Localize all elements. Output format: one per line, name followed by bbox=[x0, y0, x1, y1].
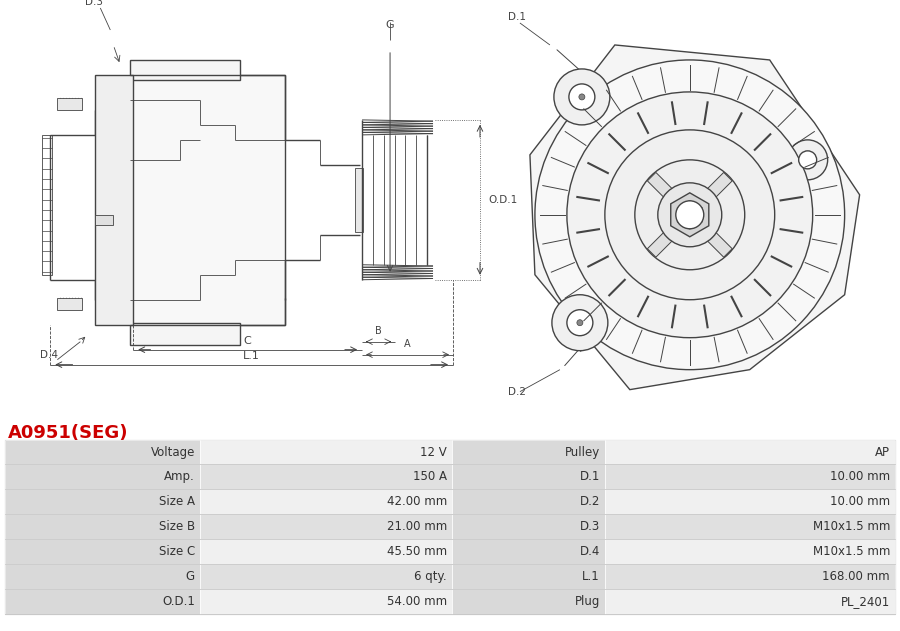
Bar bbox=[5, 514, 200, 540]
Text: A: A bbox=[404, 339, 411, 349]
Text: PL_2401: PL_2401 bbox=[841, 595, 890, 608]
Text: D.1: D.1 bbox=[508, 12, 526, 22]
Circle shape bbox=[552, 295, 608, 351]
Bar bbox=[452, 464, 605, 490]
Bar bbox=[605, 440, 895, 464]
Text: Size B: Size B bbox=[159, 521, 195, 533]
Bar bbox=[5, 440, 200, 464]
Bar bbox=[605, 514, 895, 540]
Bar bbox=[95, 75, 133, 325]
Bar bbox=[5, 440, 895, 614]
Circle shape bbox=[798, 151, 816, 169]
Bar bbox=[452, 589, 605, 614]
Polygon shape bbox=[647, 229, 676, 257]
Bar bbox=[5, 564, 200, 589]
Text: M10x1.5 mm: M10x1.5 mm bbox=[813, 521, 890, 533]
Bar bbox=[200, 540, 452, 564]
Bar bbox=[356, 168, 363, 232]
Bar bbox=[605, 589, 895, 614]
Bar bbox=[452, 564, 605, 589]
Bar bbox=[58, 98, 82, 110]
Text: D.3: D.3 bbox=[86, 0, 104, 7]
Text: Size C: Size C bbox=[158, 545, 195, 558]
Bar bbox=[200, 490, 452, 514]
Text: 10.00 mm: 10.00 mm bbox=[830, 471, 890, 483]
Bar bbox=[605, 490, 895, 514]
Circle shape bbox=[535, 60, 844, 370]
Text: C: C bbox=[244, 336, 252, 346]
Text: O.D.1: O.D.1 bbox=[162, 595, 195, 608]
Bar bbox=[200, 514, 452, 540]
Text: 21.00 mm: 21.00 mm bbox=[387, 521, 447, 533]
Text: Plug: Plug bbox=[574, 595, 600, 608]
Bar bbox=[58, 298, 82, 310]
Text: D.3: D.3 bbox=[580, 521, 600, 533]
Text: Pulley: Pulley bbox=[565, 445, 600, 459]
Circle shape bbox=[658, 183, 722, 247]
Bar bbox=[130, 322, 240, 345]
Bar bbox=[130, 60, 240, 80]
Polygon shape bbox=[678, 201, 702, 229]
Polygon shape bbox=[704, 172, 733, 201]
Circle shape bbox=[788, 140, 828, 180]
Bar bbox=[5, 464, 200, 490]
Text: Voltage: Voltage bbox=[150, 445, 195, 459]
Text: Size A: Size A bbox=[159, 495, 195, 509]
Circle shape bbox=[569, 84, 595, 110]
Text: D.4: D.4 bbox=[580, 545, 600, 558]
Bar bbox=[452, 490, 605, 514]
Text: 42.00 mm: 42.00 mm bbox=[387, 495, 447, 509]
Polygon shape bbox=[647, 172, 676, 201]
Text: G: G bbox=[386, 20, 394, 30]
Text: Amp.: Amp. bbox=[164, 471, 195, 483]
Text: L.1: L.1 bbox=[243, 351, 260, 361]
Polygon shape bbox=[704, 229, 733, 257]
Bar bbox=[95, 215, 113, 225]
Bar bbox=[200, 564, 452, 589]
Text: 10.00 mm: 10.00 mm bbox=[830, 495, 890, 509]
Bar bbox=[130, 75, 285, 325]
Text: D.4: D.4 bbox=[40, 350, 58, 360]
Bar bbox=[605, 464, 895, 490]
Bar bbox=[605, 564, 895, 589]
Bar bbox=[452, 540, 605, 564]
Bar bbox=[42, 135, 52, 274]
Circle shape bbox=[676, 201, 704, 229]
Text: D.2: D.2 bbox=[580, 495, 600, 509]
Bar bbox=[605, 540, 895, 564]
Text: D.1: D.1 bbox=[580, 471, 600, 483]
Bar bbox=[452, 440, 605, 464]
Text: 150 A: 150 A bbox=[413, 471, 447, 483]
Text: D.2: D.2 bbox=[508, 387, 526, 397]
Circle shape bbox=[579, 94, 585, 100]
Text: A0951(SEG): A0951(SEG) bbox=[8, 423, 129, 442]
Bar bbox=[5, 490, 200, 514]
Circle shape bbox=[634, 160, 744, 270]
Circle shape bbox=[577, 320, 583, 326]
Text: M10x1.5 mm: M10x1.5 mm bbox=[813, 545, 890, 558]
Bar bbox=[5, 589, 200, 614]
Bar bbox=[200, 464, 452, 490]
Text: AP: AP bbox=[875, 445, 890, 459]
Polygon shape bbox=[670, 193, 709, 237]
Text: 6 qty.: 6 qty. bbox=[414, 570, 447, 583]
Polygon shape bbox=[530, 45, 860, 389]
Circle shape bbox=[567, 310, 593, 336]
Circle shape bbox=[605, 130, 775, 300]
Text: 168.00 mm: 168.00 mm bbox=[823, 570, 890, 583]
Bar bbox=[200, 440, 452, 464]
Bar bbox=[200, 589, 452, 614]
Text: 12 V: 12 V bbox=[420, 445, 447, 459]
Text: L.1: L.1 bbox=[582, 570, 600, 583]
Text: O.D.1: O.D.1 bbox=[488, 195, 517, 205]
Circle shape bbox=[554, 69, 610, 125]
Bar bbox=[5, 540, 200, 564]
Text: G: G bbox=[186, 570, 195, 583]
Text: B: B bbox=[375, 326, 382, 336]
Bar bbox=[452, 514, 605, 540]
Text: 54.00 mm: 54.00 mm bbox=[387, 595, 447, 608]
Text: 45.50 mm: 45.50 mm bbox=[387, 545, 447, 558]
Circle shape bbox=[567, 92, 813, 338]
Bar bbox=[0, 0, 480, 420]
